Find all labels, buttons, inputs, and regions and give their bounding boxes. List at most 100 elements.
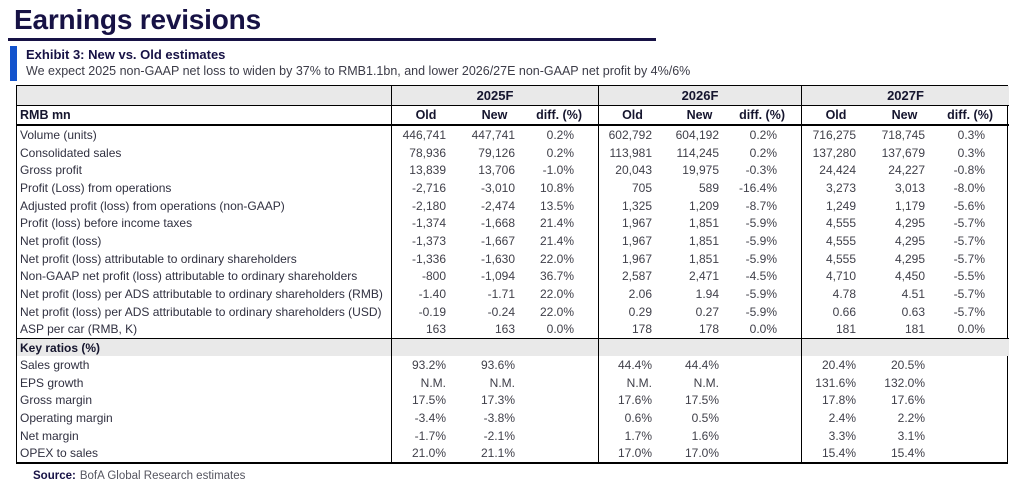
row-label: OPEX to sales (20, 446, 99, 461)
value-cell: 17.8% (801, 391, 870, 410)
value-cell: 2,587 (598, 267, 666, 286)
value-cell: 1,209 (688, 198, 719, 213)
value-cell: -1,373 (391, 232, 460, 250)
page-title: Earnings revisions (14, 4, 261, 35)
value-cell: 17.0% (684, 446, 719, 461)
value-cell (939, 409, 1009, 427)
value-cell: -16.4% (738, 180, 777, 195)
value-cell: 0.0% (957, 322, 985, 337)
value-cell: 0.2% (749, 127, 777, 142)
value-cell: 44.4% (684, 358, 719, 373)
value-cell: -8.0% (953, 180, 985, 195)
exhibit-header: Exhibit 3: New vs. Old estimates We expe… (10, 46, 1024, 81)
section-cell (939, 338, 1009, 357)
value-cell: 137,280 (801, 143, 870, 162)
value-cell (939, 356, 1009, 374)
value-cell: 19,975 (682, 163, 719, 178)
row-label: Non-GAAP net profit (loss) attributable … (20, 269, 358, 284)
value-cell (529, 427, 598, 445)
value-cell: 4,710 (801, 267, 870, 286)
value-cell (939, 374, 1009, 392)
value-cell: -2.1% (483, 428, 515, 443)
value-cell: 4.78 (801, 285, 870, 303)
value-cell: 17.3% (480, 393, 515, 408)
value-cell (939, 444, 1009, 462)
value-cell: -2,716 (391, 179, 460, 197)
value-cell (529, 356, 598, 374)
value-cell: 17.6% (598, 391, 666, 410)
value-cell (733, 374, 801, 392)
value-cell: 24,227 (888, 163, 925, 178)
value-cell (733, 444, 801, 462)
value-cell: -1,667 (480, 233, 515, 248)
value-cell (529, 374, 598, 392)
value-cell: 3.3% (801, 426, 870, 445)
value-cell: -3.4% (391, 409, 460, 427)
value-cell: -1.71 (487, 287, 515, 302)
value-cell: 20.5% (890, 358, 925, 373)
value-cell: 705 (598, 179, 666, 197)
value-cell (939, 427, 1009, 445)
value-cell: 1,967 (598, 249, 666, 268)
value-cell (529, 409, 598, 427)
value-cell: -1,374 (391, 214, 460, 233)
row-label: Net profit (loss) per ADS attributable t… (20, 287, 383, 302)
value-cell: 17.5% (684, 393, 719, 408)
value-cell: -3.8% (483, 410, 515, 425)
section-cell (391, 338, 460, 357)
value-cell: -5.7% (953, 304, 985, 319)
value-cell: 0.0% (546, 322, 574, 337)
year-group-header: 2027F (801, 86, 1009, 106)
row-label: Net margin (20, 428, 79, 443)
estimates-table: 2025F 2026F 2027F RMB mn Old New diff. (%) Old N… (16, 85, 1009, 465)
value-cell: 78,936 (391, 143, 460, 162)
value-cell: -800 (391, 267, 460, 286)
section-cell (666, 338, 733, 357)
value-cell: -1.40 (391, 285, 460, 303)
value-cell: 0.5% (691, 410, 719, 425)
value-cell: 3,273 (801, 179, 870, 197)
section-cell (801, 338, 870, 357)
value-cell: 716,275 (801, 126, 870, 144)
value-cell: 0.2% (546, 127, 574, 142)
value-cell: 93.6% (480, 358, 515, 373)
row-label: Net profit (loss) per ADS attributable t… (20, 304, 382, 319)
value-cell: -4.5% (745, 269, 777, 284)
value-cell: -5.5% (953, 269, 985, 284)
value-cell: 10.8% (539, 180, 574, 195)
value-cell: -2,474 (480, 198, 515, 213)
value-cell: 4.51 (901, 287, 925, 302)
row-label: Operating margin (20, 410, 113, 425)
value-cell: 4,295 (894, 216, 925, 231)
column-header: Old (598, 106, 666, 126)
value-cell: 1,179 (894, 198, 925, 213)
value-cell: N.M. (391, 373, 460, 392)
value-cell: -5.7% (953, 233, 985, 248)
year-group-header: 2026F (598, 86, 801, 106)
value-cell: 0.2% (546, 145, 574, 160)
section-header: Key ratios (%) (17, 338, 391, 357)
value-cell: 113,981 (598, 143, 666, 162)
value-cell: 3.1% (897, 428, 925, 443)
column-header: New (870, 106, 939, 126)
value-cell: -0.3% (745, 163, 777, 178)
section-cell (598, 338, 666, 357)
exhibit-text: Exhibit 3: New vs. Old estimates We expe… (26, 46, 690, 81)
value-cell: -5.7% (953, 216, 985, 231)
value-cell: -1,630 (480, 251, 515, 266)
value-cell (733, 392, 801, 410)
value-cell (733, 427, 801, 445)
column-header: diff. (%) (939, 106, 1009, 126)
value-cell: 178 (698, 322, 719, 337)
value-cell: 0.3% (957, 145, 985, 160)
value-cell: 15.4% (801, 444, 870, 463)
value-cell: 0.63 (901, 304, 925, 319)
row-label: Gross profit (20, 163, 83, 178)
section-cell (733, 338, 801, 357)
value-cell: -5.9% (745, 287, 777, 302)
exhibit-accent-bar (10, 46, 17, 81)
value-cell: 13.5% (539, 198, 574, 213)
value-cell: -5.9% (745, 251, 777, 266)
value-cell: 21.1% (480, 446, 515, 461)
value-cell: 1,249 (801, 196, 870, 215)
